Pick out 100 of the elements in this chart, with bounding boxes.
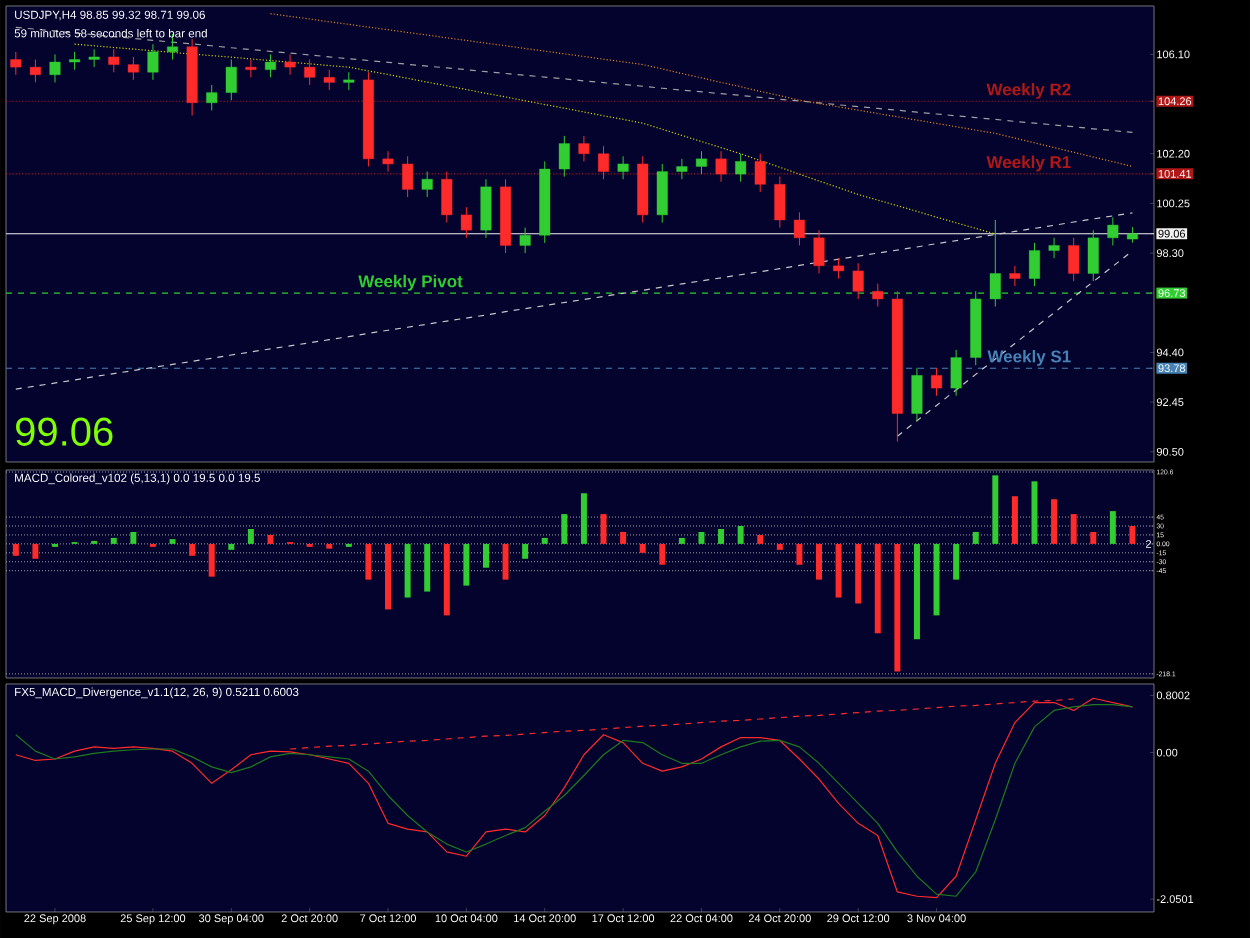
candlestick [1087, 229, 1099, 282]
bar [404, 543, 411, 598]
bar [659, 543, 666, 565]
bar [228, 543, 235, 550]
candlestick [558, 135, 570, 178]
bar [933, 543, 940, 616]
candlestick [382, 150, 394, 173]
candlestick [127, 56, 139, 81]
bar [620, 531, 627, 544]
bar [1011, 496, 1018, 544]
bar [522, 543, 529, 559]
candlestick [284, 53, 296, 76]
ref-line-label: Weekly R1 [986, 155, 1071, 172]
bar [130, 531, 137, 544]
bar [1070, 514, 1077, 544]
bar [365, 543, 372, 580]
candlestick [421, 171, 433, 198]
bar [796, 543, 803, 565]
candlestick [1107, 216, 1119, 246]
candlestick [225, 58, 237, 101]
bar [502, 543, 509, 580]
bar [737, 526, 744, 544]
bar [1109, 511, 1116, 544]
candlestick [519, 227, 531, 254]
bar [580, 493, 587, 544]
candlestick [774, 176, 786, 229]
bar [718, 528, 725, 544]
candlestick [911, 367, 923, 422]
bar [835, 543, 842, 598]
bar [992, 475, 999, 544]
bar [1051, 499, 1058, 544]
candlestick [793, 211, 805, 246]
candlestick [676, 158, 688, 180]
bar [443, 543, 450, 616]
candlestick [950, 349, 962, 397]
bar [639, 543, 646, 553]
bar [972, 531, 979, 544]
bar [757, 534, 764, 544]
bar [326, 543, 333, 549]
bar [32, 543, 39, 559]
bar [776, 543, 783, 550]
bar [913, 543, 920, 640]
ref-line-label: Weekly R2 [986, 83, 1071, 99]
bar [698, 531, 705, 544]
bar [208, 543, 215, 577]
candlestick [10, 51, 22, 76]
candlestick [833, 257, 845, 280]
bar [541, 537, 548, 544]
candlestick [872, 283, 884, 308]
candlestick [441, 171, 453, 224]
annotation: 99.06 [16, 417, 113, 446]
bar [189, 543, 196, 556]
candlestick [1048, 237, 1060, 259]
bar [1031, 481, 1038, 544]
bar [110, 537, 117, 544]
bar [855, 543, 862, 604]
bar [894, 543, 901, 672]
candlestick [245, 58, 257, 78]
candlestick [578, 135, 590, 162]
bar [463, 543, 470, 586]
ref-line-label: Weekly Pivot [358, 274, 463, 291]
candlestick [813, 229, 825, 274]
candlestick [617, 155, 629, 180]
candlestick [108, 48, 120, 73]
bar [424, 543, 431, 592]
bar [600, 514, 607, 544]
bar [1129, 526, 1136, 544]
candlestick [206, 84, 218, 111]
bar [247, 528, 254, 544]
candlestick [264, 53, 276, 78]
candlestick [715, 150, 727, 183]
bar [678, 537, 685, 544]
bar [1090, 531, 1097, 544]
candlestick [29, 58, 41, 83]
bar [385, 543, 392, 610]
ref-line-label: Weekly S1 [987, 349, 1071, 366]
candlestick [852, 262, 864, 300]
candlestick [695, 150, 707, 175]
candlestick [304, 58, 316, 86]
candlestick [656, 163, 668, 224]
candlestick [735, 153, 747, 183]
candlestick [147, 43, 159, 81]
candlestick [754, 153, 766, 193]
bar [953, 543, 960, 580]
bar [12, 543, 19, 556]
candlestick [1029, 242, 1040, 287]
bar [267, 534, 274, 544]
bar [561, 514, 568, 544]
candlestick [460, 206, 472, 239]
candlestick [1068, 237, 1080, 282]
candlestick [402, 155, 414, 198]
candlestick [931, 367, 943, 397]
bar [816, 543, 822, 580]
candlestick [480, 178, 492, 239]
candlestick [49, 53, 61, 83]
candlestick [323, 69, 335, 91]
bar [874, 543, 881, 634]
bar [482, 543, 489, 568]
candlestick [1009, 265, 1021, 287]
candlestick [598, 145, 609, 180]
